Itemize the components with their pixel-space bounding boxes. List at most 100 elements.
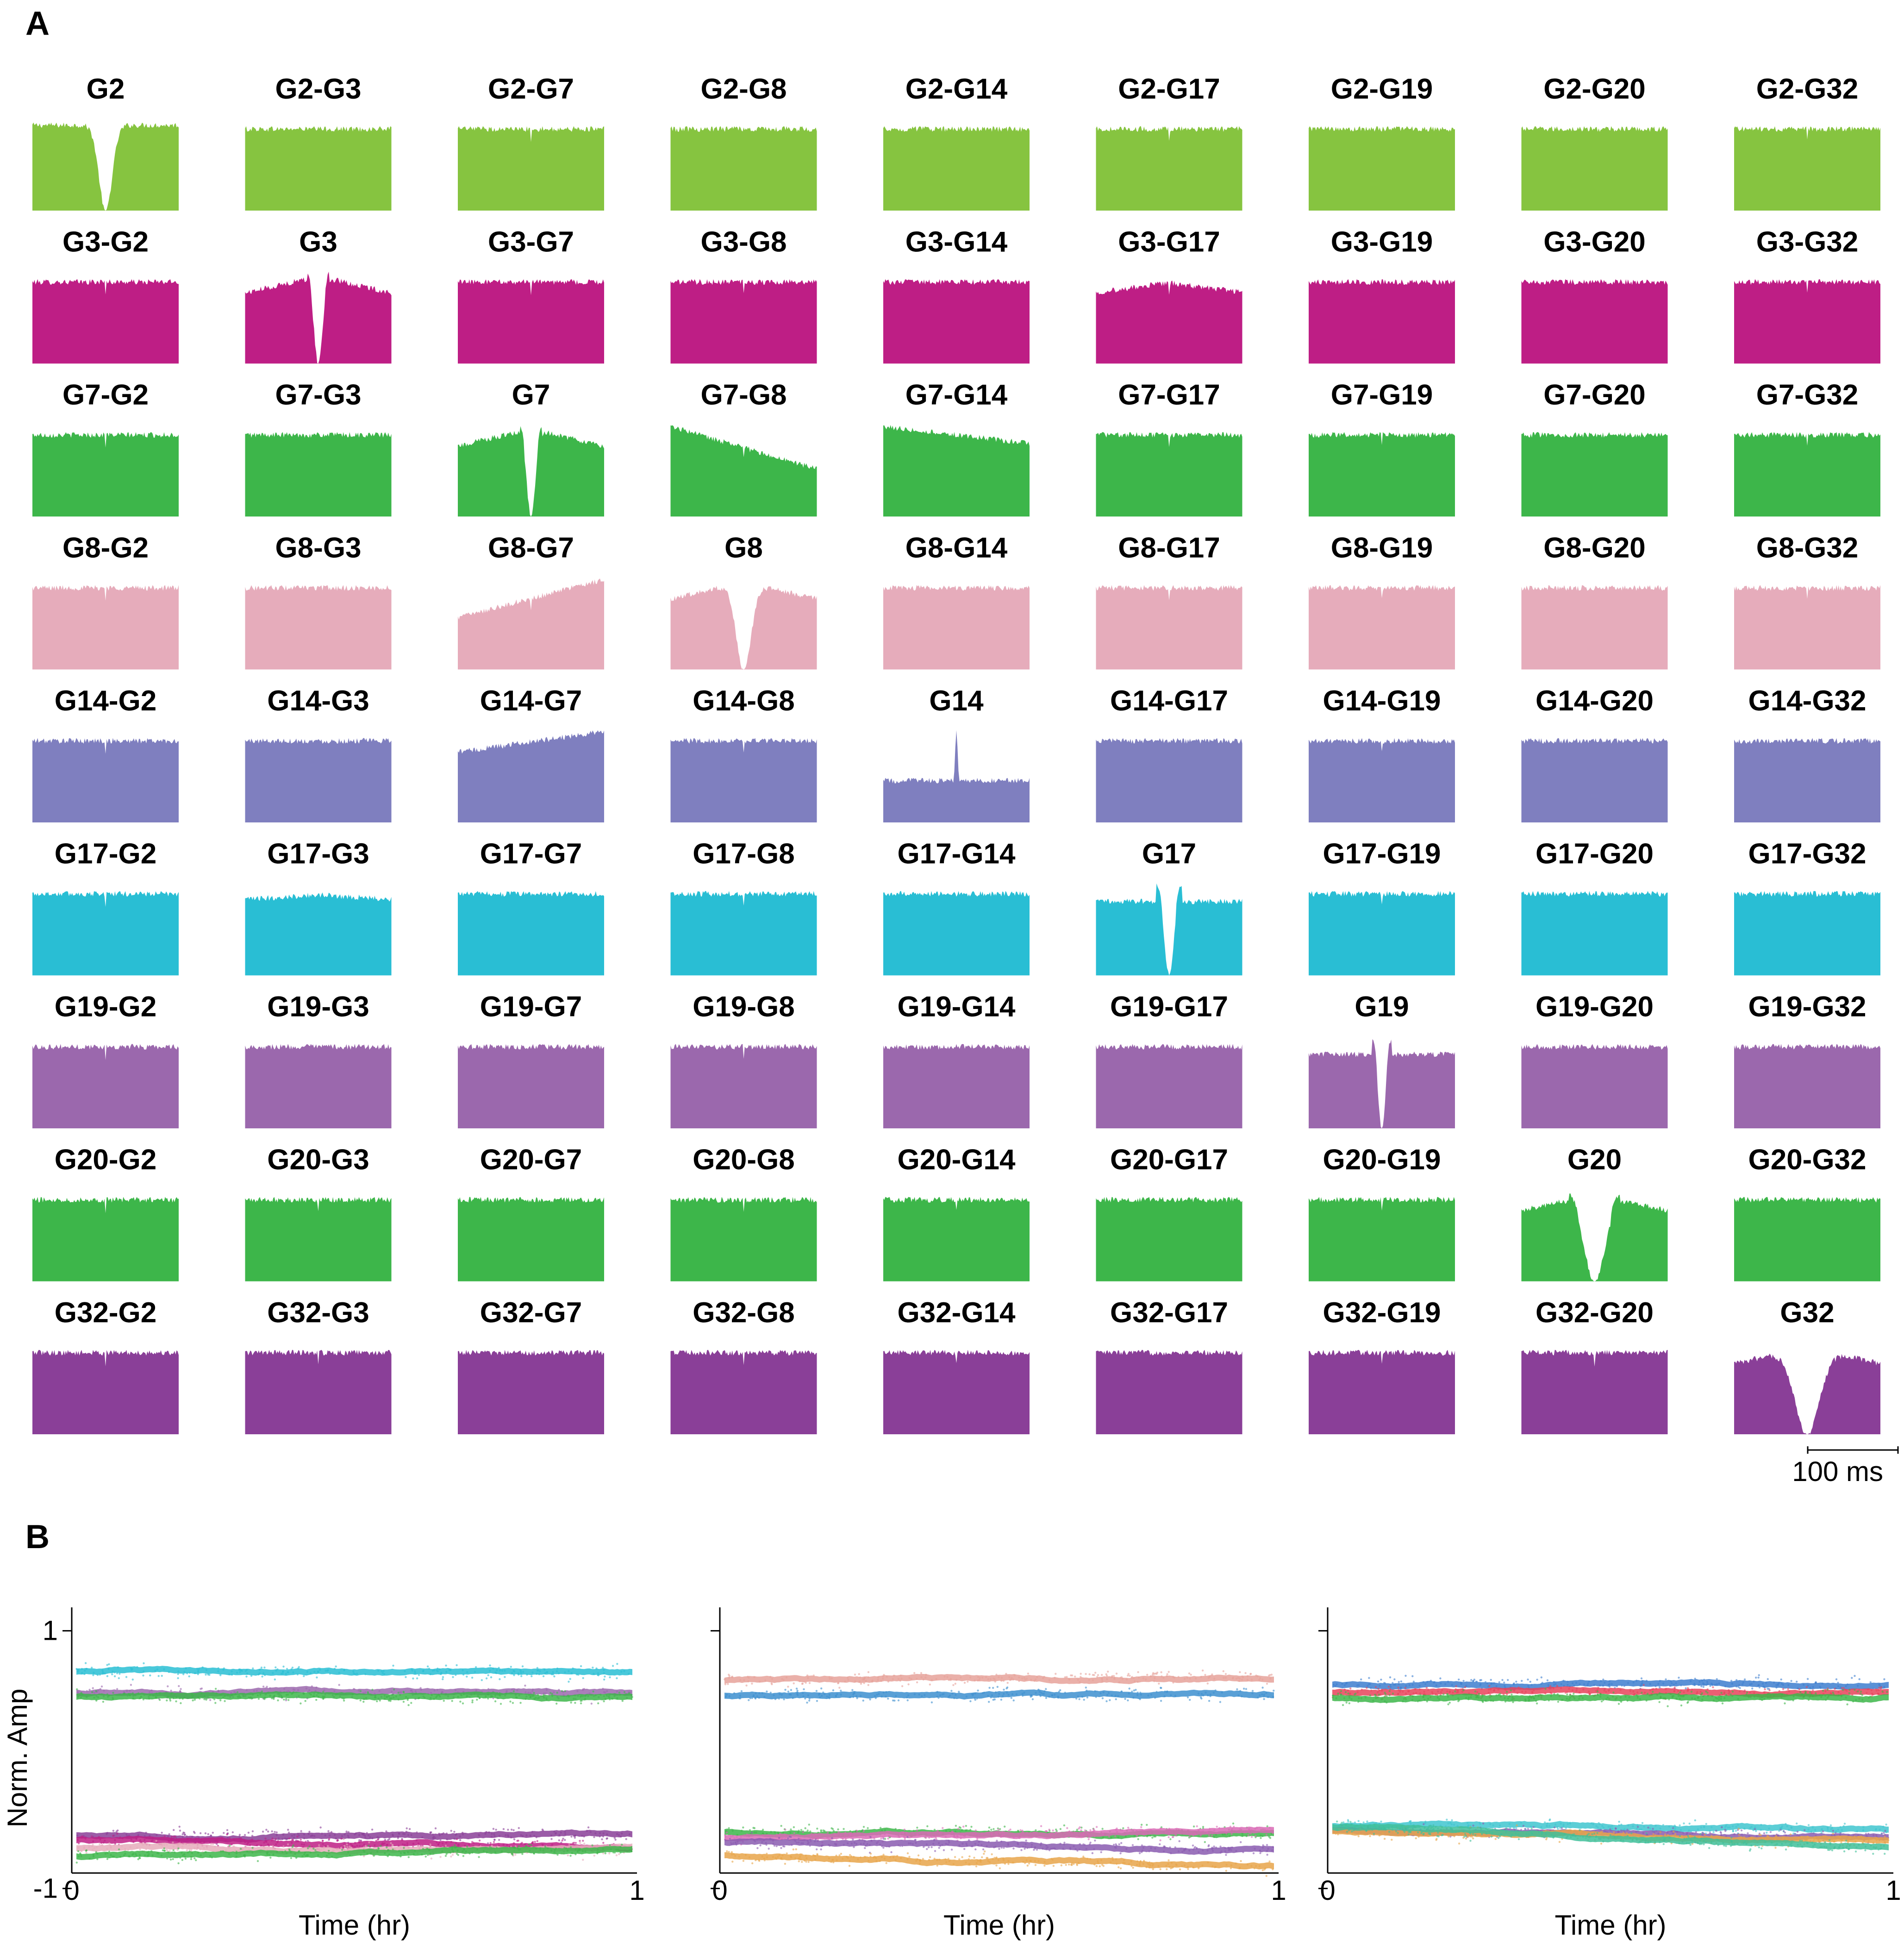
series-point	[231, 1831, 234, 1834]
series-point	[1720, 1692, 1723, 1694]
series-point	[1878, 1693, 1880, 1695]
series-point	[547, 1847, 549, 1849]
series-point	[1608, 1683, 1611, 1685]
series-point	[167, 1685, 169, 1687]
series-point	[1140, 1826, 1142, 1828]
series-point	[96, 1674, 99, 1676]
series-point	[1166, 1868, 1168, 1870]
series-point	[92, 1674, 94, 1676]
series-point	[1837, 1691, 1840, 1693]
cell-title: G14-G19	[1323, 685, 1441, 717]
series-point	[95, 1851, 97, 1854]
series-point	[1729, 1826, 1731, 1829]
series-point	[1766, 1831, 1768, 1834]
series-point	[614, 1838, 617, 1841]
series-point	[1149, 1834, 1152, 1837]
series-point	[1259, 1677, 1261, 1680]
series-point	[228, 1673, 231, 1675]
series-point	[769, 1838, 772, 1841]
series-point	[476, 1699, 478, 1701]
series-point	[1741, 1683, 1744, 1686]
series-point	[1003, 1688, 1005, 1691]
series-point	[731, 1861, 734, 1863]
histogram-bars	[670, 126, 817, 211]
series-point	[842, 1837, 844, 1840]
series-point	[1045, 1844, 1048, 1847]
series-point	[465, 1850, 467, 1853]
series-point	[1189, 1677, 1191, 1680]
series-point	[363, 1832, 365, 1835]
series-point	[203, 1695, 206, 1698]
series-point	[1022, 1830, 1024, 1833]
series-point	[1688, 1829, 1690, 1832]
series-point	[1451, 1819, 1453, 1822]
series-point	[315, 1687, 318, 1689]
histogram-cell-g17-g8: G17-G8	[670, 838, 817, 976]
series-point	[1521, 1680, 1523, 1682]
series-point	[1809, 1691, 1811, 1693]
series-point	[430, 1692, 432, 1694]
series-point	[1208, 1834, 1211, 1837]
series-point	[608, 1852, 611, 1855]
series-point	[963, 1848, 966, 1850]
series-point	[1048, 1849, 1051, 1851]
series-point	[261, 1675, 263, 1678]
series-point	[471, 1701, 474, 1704]
series-point	[945, 1842, 947, 1845]
series-point	[414, 1670, 416, 1673]
series-point	[429, 1831, 431, 1834]
series-point	[1649, 1827, 1651, 1830]
series-point	[858, 1680, 861, 1683]
cell-title: G3-G19	[1331, 226, 1433, 258]
series-point	[531, 1830, 534, 1833]
series-point	[798, 1860, 800, 1862]
series-point	[521, 1842, 523, 1844]
series-point	[1140, 1693, 1142, 1696]
series-point	[765, 1842, 767, 1844]
series-point	[445, 1842, 448, 1844]
series-point	[774, 1831, 776, 1834]
series-point	[1458, 1678, 1460, 1681]
series-point	[345, 1830, 348, 1833]
series-point	[602, 1667, 604, 1669]
series-point	[1405, 1685, 1407, 1687]
series-point	[84, 1837, 87, 1840]
series-point	[1422, 1681, 1424, 1683]
series-point	[780, 1693, 783, 1696]
series-point	[1369, 1694, 1372, 1697]
series-point	[951, 1830, 954, 1833]
series-point	[860, 1682, 862, 1685]
series-point	[1569, 1693, 1571, 1696]
series-point	[1197, 1692, 1200, 1695]
series-point	[436, 1841, 438, 1843]
series-point	[1088, 1679, 1090, 1681]
series-point	[869, 1698, 871, 1701]
series-point	[262, 1672, 265, 1674]
series-point	[1078, 1848, 1080, 1851]
series-point	[1133, 1680, 1136, 1683]
series-point	[1477, 1694, 1479, 1697]
series-point	[1045, 1847, 1048, 1850]
series-point	[225, 1839, 227, 1842]
series-point	[1230, 1833, 1233, 1835]
series-point	[1108, 1836, 1111, 1838]
series-point	[568, 1695, 570, 1698]
series-point	[1423, 1691, 1425, 1693]
series-point	[1658, 1692, 1661, 1694]
series-point	[877, 1676, 880, 1679]
cell-title: G19	[1355, 991, 1409, 1023]
series-point	[801, 1683, 804, 1685]
series-point	[192, 1694, 194, 1697]
series-point	[1116, 1830, 1118, 1833]
series-point	[1507, 1679, 1509, 1681]
series-point	[887, 1837, 889, 1840]
series-point	[569, 1846, 572, 1848]
series-point	[1865, 1833, 1867, 1835]
series-point	[1240, 1860, 1242, 1862]
series-point	[1144, 1678, 1147, 1680]
cell-title: G32-G17	[1110, 1297, 1228, 1329]
series-point	[833, 1833, 836, 1836]
series-point	[1811, 1695, 1814, 1698]
series-point	[1498, 1681, 1500, 1683]
series-point	[1123, 1859, 1125, 1861]
